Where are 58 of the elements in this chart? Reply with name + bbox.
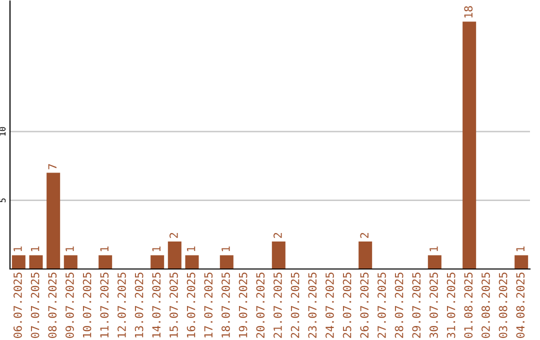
x-tick-label: 26.07.2025 <box>360 272 369 338</box>
data-label: 1 <box>152 246 160 252</box>
x-tick-label: 24.07.2025 <box>326 272 334 338</box>
data-label: 1 <box>100 246 108 252</box>
bar <box>272 242 286 269</box>
x-tick-label: 21.07.2025 <box>274 272 282 338</box>
data-label: 1 <box>222 246 230 252</box>
x-tick-label: 27.07.2025 <box>378 272 386 338</box>
data-label: 2 <box>360 232 368 238</box>
bar <box>514 255 528 269</box>
x-tick-label: 18.07.2025 <box>222 272 230 338</box>
x-tick-label: 23.07.2025 <box>308 272 317 338</box>
data-label: 1 <box>430 246 438 252</box>
x-tick-label: 07.07.2025 <box>30 272 40 338</box>
x-tick-label: 03.08.2025 <box>498 272 508 338</box>
x-tick-label: 22.07.2025 <box>290 272 300 338</box>
x-tick-label: 11.07.2025 <box>100 272 109 338</box>
bar <box>150 255 164 269</box>
x-tick-label: 28.07.2025 <box>394 272 404 338</box>
x-tick-label: 29.07.2025 <box>412 272 421 338</box>
x-tick-label: 06.07.2025 <box>14 272 22 338</box>
x-tick-label: 01.08.2025 <box>464 272 473 338</box>
bar <box>358 242 372 269</box>
bar <box>428 255 442 269</box>
x-tick-label: 02.08.2025 <box>482 272 490 338</box>
x-tick-label: 16.07.2025 <box>186 272 196 338</box>
x-tick-label: 08.07.2025 <box>48 272 57 338</box>
bar <box>29 255 43 269</box>
bar <box>185 255 199 269</box>
data-label: 1 <box>30 246 40 252</box>
data-label: 18 <box>464 6 473 18</box>
x-tick-label: 20.07.2025 <box>256 272 265 338</box>
data-label: 1 <box>516 246 524 252</box>
bar <box>168 242 182 269</box>
data-label: 2 <box>274 232 282 238</box>
x-tick-label: 09.07.2025 <box>66 272 74 338</box>
bar <box>462 22 476 269</box>
x-tick-label: 13.07.2025 <box>134 272 144 338</box>
x-tick-label: 12.07.2025 <box>118 272 126 338</box>
x-tick-label: 30.07.2025 <box>430 272 438 338</box>
bar <box>98 255 112 269</box>
data-label: 1 <box>186 246 196 252</box>
x-tick-label: 31.07.2025 <box>446 272 456 338</box>
x-tick-label: 25.07.2025 <box>342 272 352 338</box>
x-tick-label: 19.07.2025 <box>238 272 248 338</box>
x-tick-label: 10.07.2025 <box>82 272 92 338</box>
x-tick-label: 15.07.2025 <box>170 272 178 338</box>
bar <box>46 172 60 269</box>
bar <box>220 255 234 269</box>
data-label: 2 <box>170 232 178 238</box>
data-label: 1 <box>66 246 74 252</box>
bar <box>12 255 26 269</box>
bar <box>64 255 78 269</box>
x-tick-label: 04.08.2025 <box>516 272 525 338</box>
x-tick-label: 17.07.2025 <box>204 272 213 338</box>
x-tick-label: 14.07.2025 <box>152 272 161 338</box>
data-label: 1 <box>14 246 22 252</box>
data-label: 7 <box>48 164 56 170</box>
